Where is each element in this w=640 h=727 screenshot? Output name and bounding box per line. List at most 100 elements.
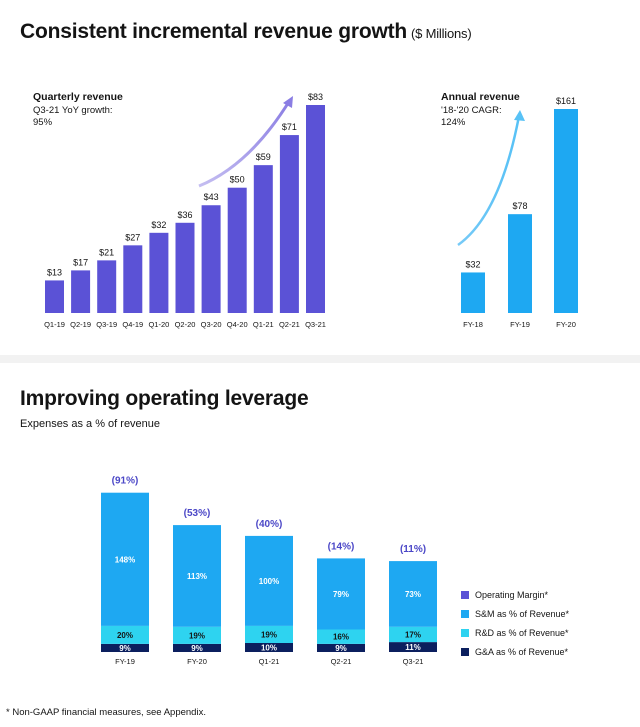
revenue-panel: Consistent incremental revenue growth ($ … [0, 0, 640, 355]
annual-value-label: $78 [512, 201, 527, 211]
sm-segment [245, 535, 293, 626]
quarterly-growth-arrow [198, 99, 292, 188]
revenue-charts-svg: $13 Q1-19 $17 Q2-19 $21 Q3-19 $27 Q4-19 $32 Q1-20… [44, 92, 578, 329]
ga-segment-label: 9% [335, 644, 347, 653]
legend-item-sm: S&M as % of Revenue* [461, 606, 569, 621]
sm-segment-label: 79% [333, 590, 349, 599]
rd-segment-label: 17% [405, 630, 421, 639]
quarterly-bar [97, 260, 117, 313]
sm-segment [101, 492, 149, 626]
ga-segment-label: 9% [191, 644, 203, 653]
leverage-category-label: Q3-21 [403, 657, 424, 666]
leverage-category-label: Q2-21 [331, 657, 352, 666]
quarterly-bar [175, 222, 195, 313]
stacked-bars: 9% 20% 148% (91%) FY-19 9% 19% 113% (53%) FY-20 10… [101, 476, 437, 666]
sm-segment-label: 73% [405, 590, 421, 599]
quarterly-value-label: $27 [125, 232, 140, 242]
rd-segment [245, 625, 293, 643]
quarterly-category-label: Q1-19 [44, 320, 65, 329]
footnote: * Non-GAAP financial measures, see Appen… [6, 707, 206, 718]
revenue-title-text: Consistent incremental revenue growth [20, 20, 408, 43]
quarterly-annotation-line1: Q3-21 YoY growth: [33, 105, 113, 116]
rd-segment [389, 626, 437, 643]
annual-bar [554, 109, 578, 313]
rd-segment-label: 19% [261, 630, 277, 639]
ga-segment [245, 643, 293, 652]
operating-margin-label: (11%) [400, 544, 426, 555]
legend-swatch-operating-margin [461, 590, 469, 599]
quarterly-category-label: Q3-20 [201, 320, 222, 329]
quarterly-value-label: $36 [177, 210, 192, 220]
quarterly-chart-title: Quarterly revenue [33, 91, 123, 103]
quarterly-bar [123, 245, 143, 313]
annual-chart-title: Annual revenue [441, 91, 520, 103]
legend-label-operating-margin: Operating Margin* [475, 589, 549, 600]
ga-segment [317, 643, 365, 652]
ga-segment [389, 642, 437, 652]
ga-segment-label: 11% [405, 643, 421, 652]
quarterly-growth-arrowhead [283, 96, 293, 108]
ga-segment-label: 10% [261, 644, 277, 653]
leverage-title: Improving operating leverage [20, 387, 309, 410]
quarterly-category-label: Q1-21 [253, 320, 274, 329]
annual-category-label: FY-18 [463, 320, 483, 329]
legend-item-operating-margin: Operating Margin* [461, 587, 569, 602]
annual-annotation-line1: '18-'20 CAGR: [441, 105, 502, 116]
annual-annotation-line2: 124% [441, 117, 466, 128]
quarterly-value-label: $43 [204, 192, 219, 202]
quarterly-bar [45, 280, 64, 313]
operating-margin-label: (91%) [112, 476, 139, 487]
ga-segment [173, 643, 221, 652]
rd-segment [101, 625, 149, 644]
quarterly-bar [279, 135, 299, 313]
annual-category-label: FY-19 [510, 320, 530, 329]
quarterly-value-label: $17 [73, 257, 88, 267]
sm-segment [317, 558, 365, 630]
annual-growth-arrowhead [514, 110, 525, 121]
sm-segment [173, 525, 221, 627]
rd-segment [317, 629, 365, 644]
operating-margin-label: (40%) [256, 519, 283, 530]
quarterly-bar [253, 165, 273, 313]
annual-bars: $32 FY-18 $78 FY-19 $161 FY-20 [461, 96, 578, 329]
quarterly-category-label: Q4-20 [227, 320, 248, 329]
sm-segment-label: 148% [115, 555, 135, 564]
rd-segment-label: 20% [117, 631, 133, 640]
legend-label-rd: R&D as % of Revenue* [475, 627, 569, 638]
quarterly-category-label: Q2-21 [279, 320, 300, 329]
quarterly-bar [71, 270, 91, 313]
revenue-title: Consistent incremental revenue growth ($ … [20, 20, 472, 44]
legend-item-ga: G&A as % of Revenue* [461, 644, 569, 659]
quarterly-value-label: $83 [308, 92, 323, 102]
quarterly-bar [227, 187, 247, 313]
quarterly-value-label: $32 [151, 220, 166, 230]
quarterly-value-label: $21 [99, 247, 114, 257]
ga-segment-label: 9% [119, 644, 131, 653]
rd-segment-label: 16% [333, 633, 349, 642]
legend-swatch-ga [461, 647, 469, 656]
leverage-category-label: FY-20 [187, 657, 207, 666]
rd-segment [173, 626, 221, 644]
quarterly-value-label: $71 [282, 122, 297, 132]
annual-category-label: FY-20 [556, 320, 576, 329]
quarterly-annotation: Q3-21 YoY growth: 95% [33, 105, 113, 129]
legend-label-ga: G&A as % of Revenue* [475, 646, 569, 657]
ga-segment [101, 643, 149, 652]
leverage-legend: Operating Margin* S&M as % of Revenue* R… [461, 587, 569, 663]
revenue-title-unit: ($ Millions) [411, 26, 472, 41]
quarterly-category-label: Q4-19 [122, 320, 143, 329]
quarterly-value-label: $50 [230, 175, 245, 185]
quarterly-annotation-line2: 95% [33, 117, 53, 128]
quarterly-bar [149, 232, 169, 313]
legend-swatch-sm [461, 609, 469, 618]
quarterly-category-label: Q2-20 [175, 320, 196, 329]
annual-growth-arrow [457, 115, 521, 247]
leverage-subtitle: Expenses as a % of revenue [20, 418, 161, 430]
quarterly-category-label: Q3-21 [305, 320, 326, 329]
legend-label-sm: S&M as % of Revenue* [475, 608, 570, 619]
leverage-category-label: Q1-21 [259, 657, 280, 666]
quarterly-bar [306, 105, 325, 313]
quarterly-category-label: Q2-19 [70, 320, 91, 329]
quarterly-bar [201, 205, 221, 313]
